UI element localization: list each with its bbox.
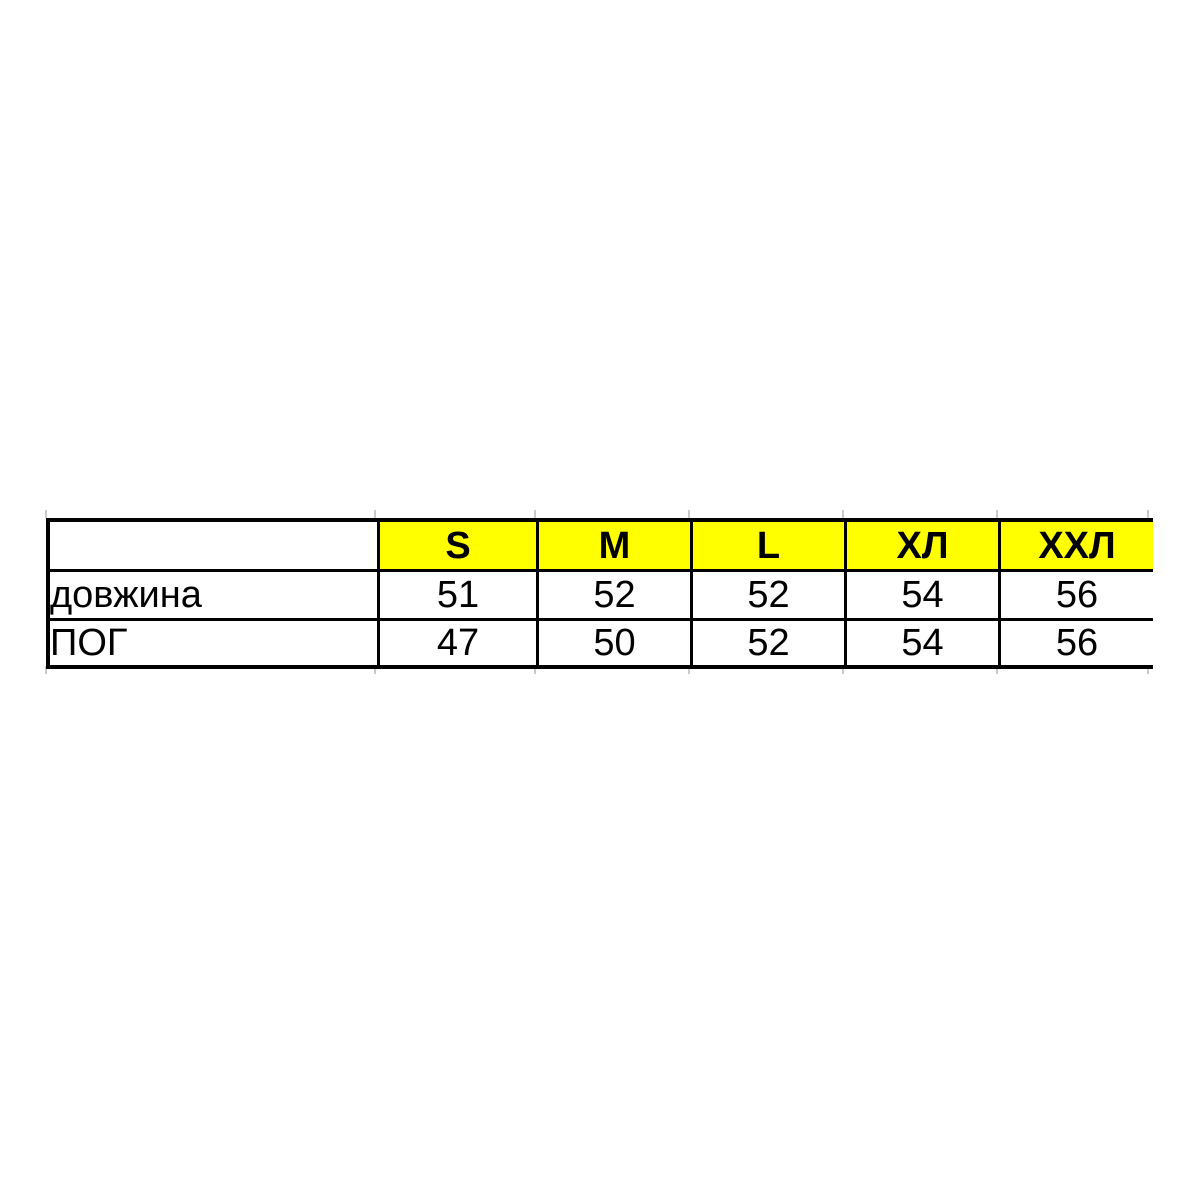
gridline-stub <box>842 666 844 674</box>
value-cell: 56 <box>1001 572 1153 621</box>
value-cell: 47 <box>380 621 539 669</box>
size-header-xxl: ХХЛ <box>1001 522 1153 572</box>
size-chart-table: S M L ХЛ ХХЛ довжина 51 52 52 54 56 ПОГ … <box>46 518 1153 669</box>
gridline-stub <box>534 510 536 518</box>
gridline-stub <box>45 510 47 518</box>
value-cell: 52 <box>693 572 847 621</box>
gridline-stub <box>688 666 690 674</box>
value-cell: 51 <box>380 572 539 621</box>
value-cell: 54 <box>847 621 1001 669</box>
gridline-stub <box>1147 666 1149 674</box>
size-header-m: M <box>539 522 693 572</box>
size-header-l: L <box>693 522 847 572</box>
value-cell: 52 <box>539 572 693 621</box>
value-cell: 50 <box>539 621 693 669</box>
table-row-length: довжина 51 52 52 54 56 <box>50 572 1153 621</box>
size-header-xl: ХЛ <box>847 522 1001 572</box>
gridline-stub <box>374 666 376 674</box>
gridline-stub <box>996 510 998 518</box>
row-label-length: довжина <box>50 572 380 621</box>
size-header-s: S <box>380 522 539 572</box>
gridline-stub <box>1147 510 1149 518</box>
value-cell: 52 <box>693 621 847 669</box>
header-row: S M L ХЛ ХХЛ <box>50 522 1153 572</box>
corner-cell <box>50 522 380 572</box>
gridline-stub <box>374 510 376 518</box>
table-row-pog: ПОГ 47 50 52 54 56 <box>50 621 1153 669</box>
gridline-stub <box>996 666 998 674</box>
gridline-stub <box>842 510 844 518</box>
gridline-stub <box>534 666 536 674</box>
value-cell: 56 <box>1001 621 1153 669</box>
gridline-stub <box>45 666 47 674</box>
value-cell: 54 <box>847 572 1001 621</box>
row-label-pog: ПОГ <box>50 621 380 669</box>
gridline-stub <box>688 510 690 518</box>
